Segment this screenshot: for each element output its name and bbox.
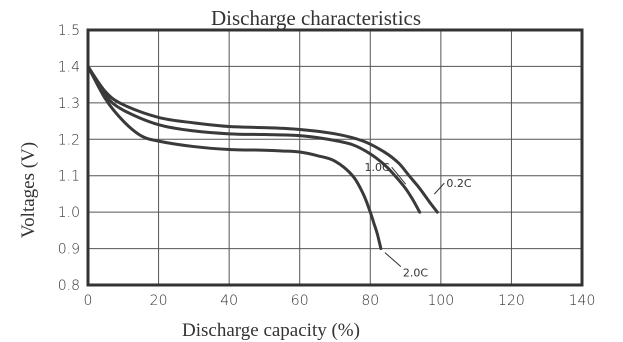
y-tick-label: 1.4 [58,59,80,75]
curves [86,64,439,251]
y-axis-label: Voltages (V) [18,142,39,238]
series-line-1-0c [86,64,422,214]
chart-title: Discharge characteristics [211,6,421,30]
y-tick-label: 0.8 [58,278,80,294]
x-tick-label: 20 [150,293,168,309]
x-tick-labels: 0 20 40 60 80 100 120 140 [84,293,596,309]
x-tick-label: 120 [498,293,525,309]
y-tick-label: 1.5 [58,23,80,39]
x-tick-label: 140 [569,293,596,309]
series-label-2-0c: 2.0C [403,267,428,280]
series-label-0-2c: 0.2C [446,177,471,190]
x-tick-label: 80 [361,293,379,309]
y-tick-label: 1.2 [58,132,80,148]
x-tick-label: 0 [84,293,93,309]
series-line-2-0c [86,64,383,251]
y-tick-labels: 0.8 0.9 1.0 1.1 1.2 1.3 1.4 1.5 [58,23,80,294]
series-leader-2-0c [384,252,402,267]
grid [88,30,582,285]
series-label-1-0c: 1.0C [364,161,389,174]
x-tick-label: 100 [427,293,454,309]
plot-frame [86,28,584,287]
series-labels: 0.2C 1.0C 2.0C [364,161,471,279]
x-axis-label: Discharge capacity (%) [182,320,360,341]
series-line-0-2c [86,64,439,214]
x-tick-label: 60 [291,293,309,309]
x-tick-label: 40 [220,293,238,309]
y-tick-label: 1.3 [58,96,80,112]
series-leader-1-0c [391,166,407,185]
series-leader-0-2c [433,182,445,195]
y-tick-label: 1.1 [58,169,80,185]
y-tick-label: 0.9 [58,242,80,258]
y-tick-label: 1.0 [58,205,80,221]
